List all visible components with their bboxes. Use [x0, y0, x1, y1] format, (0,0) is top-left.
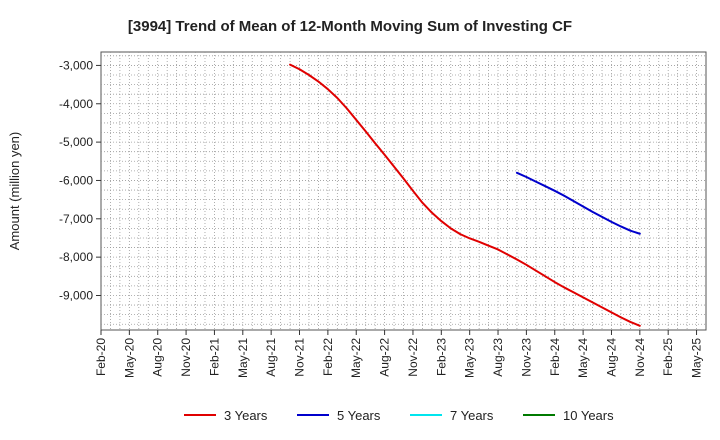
- x-tick-label: Feb-20: [94, 338, 108, 376]
- x-tick-label: Feb-23: [434, 338, 448, 376]
- legend-item-5-years: 5 Years: [297, 408, 381, 423]
- x-tick-label: Nov-24: [633, 338, 647, 377]
- y-tick-label: -5,000: [59, 135, 93, 149]
- legend-item-7-years: 7 Years: [410, 408, 494, 423]
- legend-item-3-years: 3 Years: [184, 408, 268, 423]
- legend-label: 7 Years: [450, 408, 494, 423]
- x-tick-label: Aug-22: [378, 338, 392, 377]
- y-tick-label: -6,000: [59, 173, 93, 187]
- x-tick-label: Nov-21: [293, 338, 307, 377]
- legend-label: 10 Years: [563, 408, 614, 423]
- y-tick-label: -3,000: [59, 58, 93, 72]
- y-tick-label: -7,000: [59, 212, 93, 226]
- x-tick-label: Nov-20: [179, 338, 193, 377]
- x-tick-label: Aug-24: [604, 338, 618, 377]
- x-tick-label: Feb-21: [207, 338, 221, 376]
- y-tick-label: -8,000: [59, 250, 93, 264]
- x-tick-label: Nov-22: [406, 338, 420, 377]
- x-tick-label: Feb-24: [548, 338, 562, 376]
- y-tick-label: -4,000: [59, 97, 93, 111]
- x-tick-label: Aug-21: [264, 338, 278, 377]
- x-tick-label: Feb-25: [661, 338, 675, 376]
- y-tick-label: -9,000: [59, 288, 93, 302]
- legend-label: 5 Years: [337, 408, 381, 423]
- x-tick-label: May-25: [690, 338, 704, 378]
- series-line-5-years: [515, 171, 641, 235]
- x-tick-label: May-23: [463, 338, 477, 378]
- series-line-3-years: [289, 63, 641, 327]
- x-tick-label: May-20: [122, 338, 136, 378]
- x-tick-label: Aug-20: [151, 338, 165, 377]
- legend-item-10-years: 10 Years: [523, 408, 614, 423]
- plot-area: -3,000 -4,000 -5,000 -6,000 -7,000 -8,000 -9,0…: [59, 51, 707, 378]
- legend-label: 3 Years: [224, 408, 268, 423]
- chart-title: [3994] Trend of Mean of 12-Month Moving …: [128, 18, 572, 35]
- legend: 3 Years 5 Years 7 Years 10 Years: [184, 408, 614, 423]
- x-tick-label: Aug-23: [491, 338, 505, 377]
- x-tick-label: May-21: [236, 338, 250, 378]
- x-tick-label: May-22: [349, 338, 363, 378]
- x-tick-label: Nov-23: [519, 338, 533, 377]
- x-tick-label: May-24: [576, 338, 590, 378]
- x-tick-label: Feb-22: [321, 338, 335, 376]
- y-axis-label: Amount (million yen): [7, 132, 22, 251]
